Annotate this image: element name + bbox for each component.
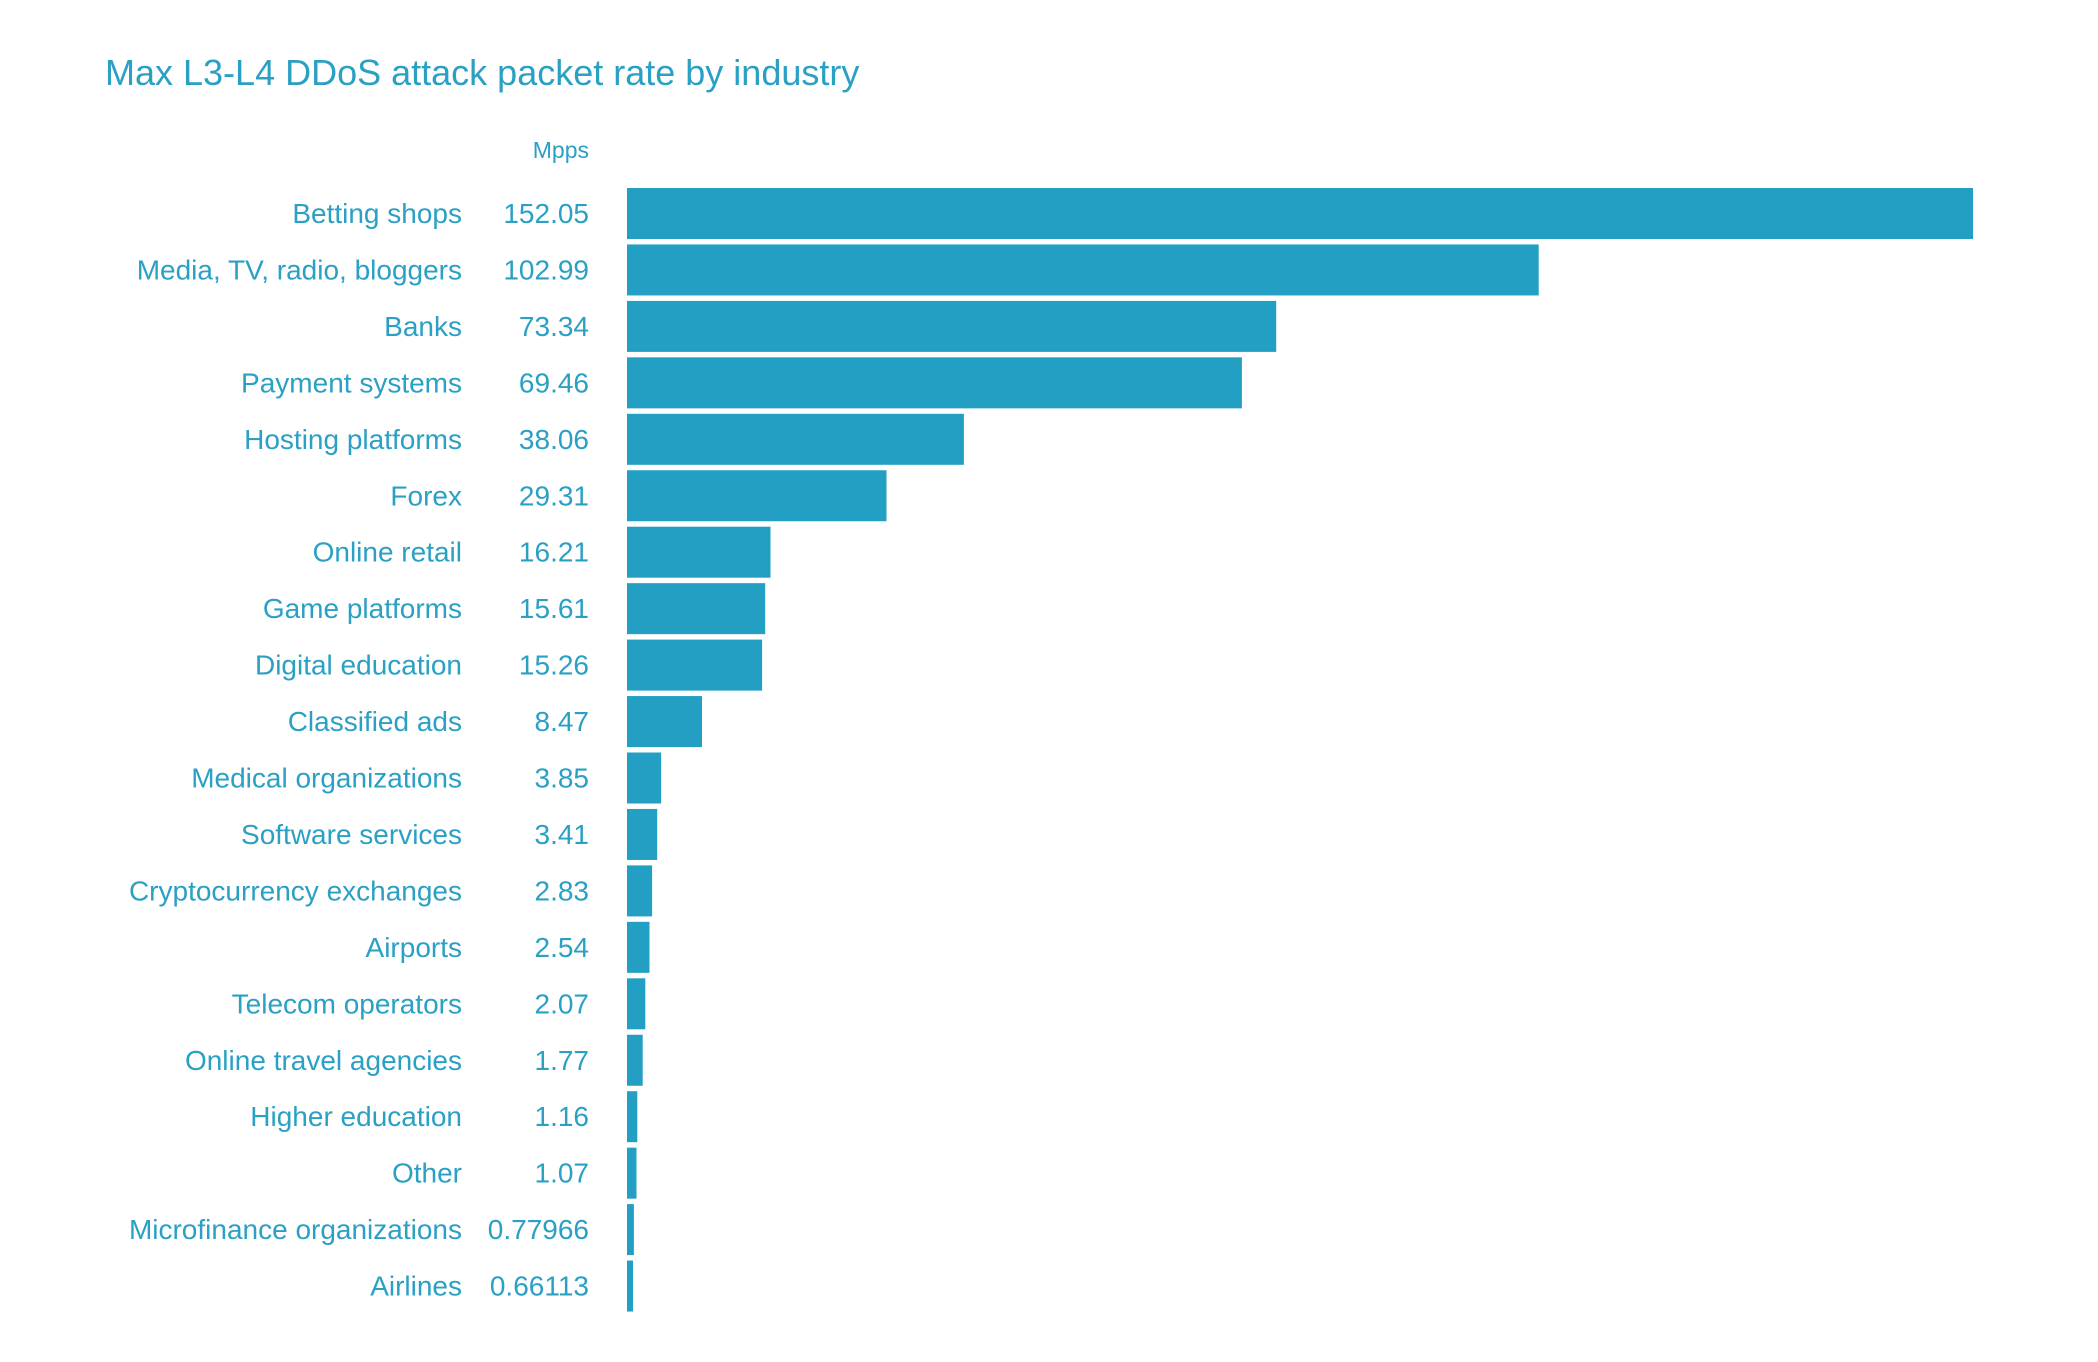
- bar: [627, 470, 887, 522]
- category-label: Airports: [366, 932, 462, 963]
- value-label: 2.07: [535, 988, 590, 1019]
- bars: [627, 188, 1973, 1312]
- value-label: 1.77: [535, 1045, 590, 1076]
- value-label: 3.85: [535, 763, 590, 794]
- bar: [627, 583, 766, 635]
- category-label: Betting shops: [292, 198, 462, 229]
- bar: [627, 1204, 634, 1256]
- value-label: 2.54: [535, 932, 590, 963]
- bar: [627, 752, 662, 804]
- value-label: 8.47: [535, 706, 590, 737]
- value-label: 1.07: [535, 1158, 590, 1189]
- category-label: Airlines: [370, 1271, 462, 1302]
- category-label: Online retail: [313, 537, 462, 568]
- value-label: 38.06: [519, 424, 589, 455]
- value-label: 0.77966: [488, 1214, 589, 1245]
- value-label: 1.16: [535, 1101, 590, 1132]
- bar: [627, 865, 653, 917]
- value-label: 152.05: [503, 198, 589, 229]
- category-label: Payment systems: [241, 367, 462, 398]
- category-label: Digital education: [255, 650, 462, 681]
- bar: [627, 1091, 638, 1143]
- category-label: Microfinance organizations: [129, 1214, 462, 1245]
- bar: [627, 300, 1277, 352]
- category-label: Game platforms: [263, 593, 462, 624]
- category-label: Other: [392, 1158, 462, 1189]
- value-label: 3.41: [535, 819, 590, 850]
- bar: [627, 978, 646, 1030]
- category-label: Telecom operators: [232, 988, 462, 1019]
- category-labels: Betting shops Media, TV, radio, bloggers B…: [129, 198, 462, 1302]
- category-label: Forex: [390, 480, 462, 511]
- bar: [627, 1260, 633, 1312]
- value-label: 0.66113: [490, 1271, 589, 1302]
- bar: [627, 921, 650, 973]
- category-label: Software services: [241, 819, 462, 850]
- unit-label: Mpps: [533, 137, 589, 163]
- value-label: 16.21: [519, 537, 589, 568]
- bar: [627, 1147, 637, 1199]
- category-label: Banks: [384, 311, 462, 342]
- bar: [627, 808, 658, 860]
- value-label: 2.83: [535, 875, 590, 906]
- category-label: Online travel agencies: [185, 1045, 462, 1076]
- bar: [627, 1034, 643, 1086]
- value-label: 15.61: [519, 593, 589, 624]
- category-label: Cryptocurrency exchanges: [129, 875, 462, 906]
- bar: [627, 357, 1242, 409]
- chart-title: Max L3-L4 DDoS attack packet rate by ind…: [105, 52, 860, 93]
- category-label: Media, TV, radio, bloggers: [137, 254, 462, 285]
- category-label: Hosting platforms: [244, 424, 462, 455]
- value-labels: 152.05 102.99 73.34 69.46 38.06 29.31 16.21 15.…: [488, 198, 589, 1302]
- category-label: Higher education: [250, 1101, 462, 1132]
- category-label: Medical organizations: [191, 763, 462, 794]
- value-label: 102.99: [503, 254, 589, 285]
- value-label: 73.34: [519, 311, 589, 342]
- bar: [627, 639, 763, 691]
- value-label: 15.26: [519, 650, 589, 681]
- bar: [627, 526, 771, 578]
- bar: [627, 188, 1973, 239]
- value-label: 29.31: [519, 480, 589, 511]
- bar: [627, 696, 702, 748]
- value-label: 69.46: [519, 367, 589, 398]
- category-label: Classified ads: [288, 706, 462, 737]
- bar: [627, 244, 1539, 296]
- bar: [627, 413, 964, 465]
